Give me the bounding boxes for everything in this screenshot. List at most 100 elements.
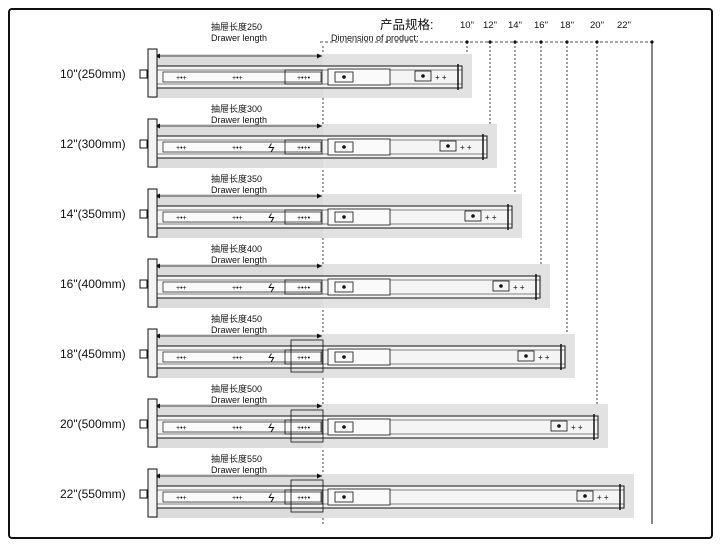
size-guide-dot-2	[488, 40, 492, 44]
hole-mark: +•+	[232, 215, 243, 222]
hole-mark: +•+	[176, 355, 187, 362]
mount-bracket	[139, 489, 148, 499]
hole-mark: +•+	[232, 495, 243, 502]
size-labels: 10" 12" 14" 16" 18" 20" 22"	[460, 20, 631, 31]
hole-mark: +•+	[176, 75, 187, 82]
size-label-7: 22"	[617, 20, 631, 31]
inner-rail	[162, 281, 322, 293]
front-bracket	[327, 418, 391, 436]
front-bracket	[327, 348, 391, 366]
row-size-label: 10"(250mm)	[60, 67, 126, 81]
size-guide-dot-1	[465, 40, 469, 44]
drawer-length-en-4: Drawer length	[211, 255, 267, 265]
rear-hole	[471, 214, 475, 218]
rear-marks: + +	[538, 353, 550, 362]
damper-symbol: ϟ	[268, 281, 275, 295]
bracket-slot	[334, 71, 354, 83]
front-bracket	[327, 488, 391, 506]
size-guide-lines	[320, 40, 654, 524]
hole-mark: +•+	[232, 355, 243, 362]
drawer-length-en-6: Drawer length	[211, 395, 267, 405]
inner-rail	[162, 141, 322, 153]
row-size-label: 16"(400mm)	[60, 277, 126, 291]
drawer-length-cn-5: 抽屉长度450	[211, 313, 262, 324]
bracket-outline	[290, 409, 324, 443]
coupling-holes: +•+•	[297, 75, 311, 82]
front-bracket	[327, 68, 391, 86]
hole-mark: +•+	[176, 425, 187, 432]
inner-rail	[162, 211, 322, 223]
front-bracket	[327, 278, 391, 296]
drawer-length-en-5: Drawer length	[211, 325, 267, 335]
bracket-hole	[342, 425, 346, 429]
rear-marks: + +	[513, 283, 525, 292]
hole-mark: +•+	[176, 495, 187, 502]
rear-slot	[576, 490, 594, 502]
size-label-6: 20"	[590, 20, 604, 31]
coupling-box	[284, 419, 323, 435]
coupling-holes: +•+•	[297, 145, 311, 152]
bracket-hole	[342, 75, 346, 79]
bracket-hole	[342, 495, 346, 499]
header-group: 抽屉长度250 Drawer length 产品规格: Dimension of…	[211, 17, 433, 43]
rear-marks: + +	[485, 213, 497, 222]
front-bracket	[327, 208, 391, 226]
inner-rail	[162, 71, 322, 83]
bracket-hole	[342, 145, 346, 149]
drawer-length-cn-3: 抽屉长度350	[211, 173, 262, 184]
coupling-box	[284, 69, 323, 85]
bracket-hole	[342, 285, 346, 289]
arrow-right	[317, 53, 322, 59]
coupling-holes: +•+•	[297, 495, 311, 502]
coupling-holes: +•+•	[297, 285, 311, 292]
hole-mark: +•+	[176, 215, 187, 222]
mount-bracket	[139, 419, 148, 429]
size-guide-dot-3	[513, 40, 517, 44]
rear-hole	[557, 424, 561, 428]
rear-slot	[492, 280, 510, 292]
size-label-2: 12"	[483, 20, 497, 31]
mount-bracket	[139, 349, 148, 359]
arrow-right	[317, 473, 322, 479]
rear-hole	[446, 144, 450, 148]
drawer-length-en-3: Drawer length	[211, 185, 267, 195]
cabinet-post	[147, 118, 158, 168]
bracket-slot	[334, 421, 354, 433]
arrow-right	[317, 193, 322, 199]
drawer-length-cn-2: 抽屉长度300	[211, 103, 262, 114]
cabinet-post	[147, 398, 158, 448]
size-label-3: 14"	[508, 20, 522, 31]
hole-mark: +•+	[232, 75, 243, 82]
rear-slot	[464, 210, 482, 222]
rear-slot	[414, 70, 432, 82]
size-label-5: 18"	[560, 20, 574, 31]
damper-symbol: ϟ	[268, 421, 275, 435]
mount-bracket	[139, 69, 148, 79]
row-size-label: 22"(550mm)	[60, 487, 126, 501]
front-bracket	[327, 138, 391, 156]
hole-mark: +•+	[232, 425, 243, 432]
coupling-box	[284, 489, 323, 505]
size-label-4: 16"	[534, 20, 548, 31]
rear-marks: + +	[460, 143, 472, 152]
diagram-frame	[8, 8, 713, 539]
size-guide-dot-4	[539, 40, 543, 44]
size-label-1: 10"	[460, 20, 474, 31]
damper-symbol: ϟ	[268, 141, 275, 155]
rear-hole	[583, 494, 587, 498]
bracket-slot	[334, 351, 354, 363]
arrow-right	[317, 333, 322, 339]
coupling-holes: +•+•	[297, 355, 311, 362]
mount-bracket	[139, 209, 148, 219]
drawer-length-cn-4: 抽屉长度400	[211, 243, 262, 254]
coupling-box	[284, 139, 323, 155]
bracket-hole	[342, 355, 346, 359]
damper-symbol: ϟ	[268, 491, 275, 505]
hole-mark: +•+	[232, 145, 243, 152]
row-size-label: 14"(350mm)	[60, 207, 126, 221]
size-guide-dot-5	[565, 40, 569, 44]
dimension-cn: 产品规格:	[380, 17, 433, 32]
